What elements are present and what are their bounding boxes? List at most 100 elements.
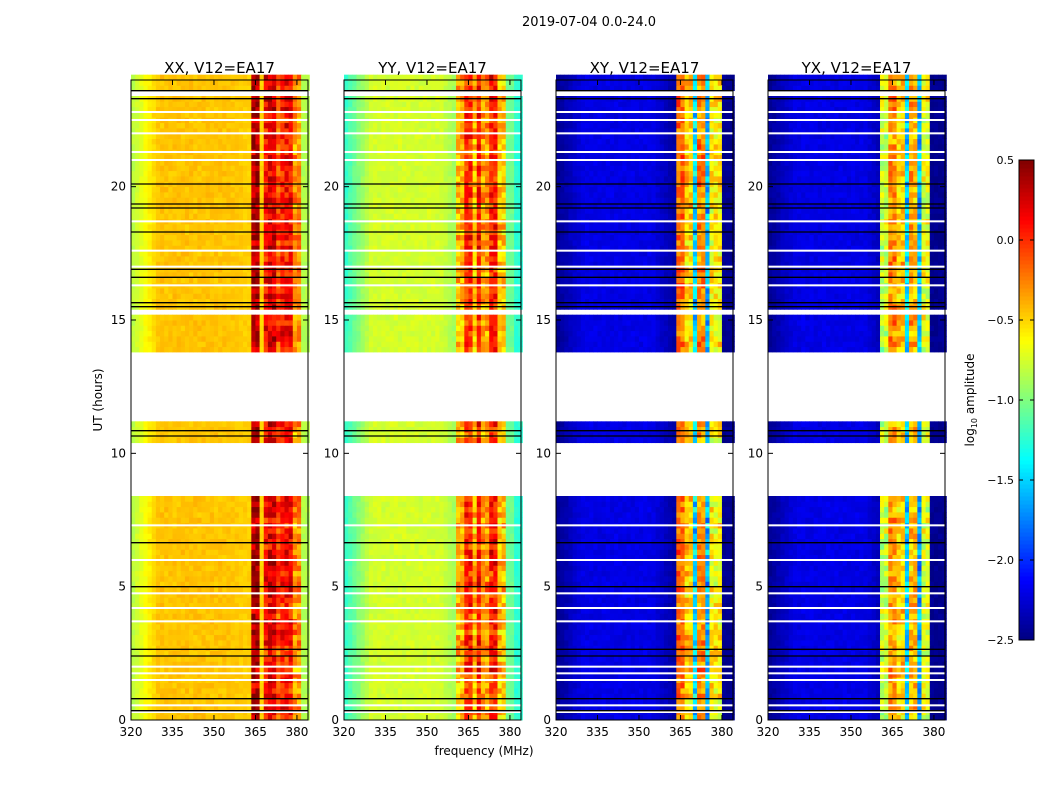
heatmap-cell — [280, 624, 285, 630]
heatmap-cell — [205, 432, 211, 438]
heatmap-cell — [288, 549, 294, 556]
heatmap-cell — [230, 629, 236, 636]
heatmap-cell — [193, 277, 198, 284]
heatmap-cell — [251, 704, 256, 710]
heatmap-cell — [218, 112, 223, 118]
heatmap-cell — [263, 298, 269, 305]
heatmap-cell — [160, 432, 165, 438]
heatmap-cell — [288, 538, 294, 545]
heatmap-cell — [226, 437, 231, 444]
heatmap-cell — [201, 640, 207, 646]
heatmap-cell — [164, 426, 169, 433]
heatmap-cell — [147, 602, 153, 609]
heatmap-cell — [296, 645, 302, 652]
heatmap-cell — [164, 437, 169, 444]
heatmap-cell — [243, 597, 248, 604]
heatmap-cell — [426, 634, 432, 641]
heatmap-cell — [222, 586, 227, 593]
heatmap-cell — [267, 202, 273, 209]
heatmap-cell — [147, 693, 153, 700]
heatmap-cell — [147, 560, 153, 566]
heatmap-cell — [222, 240, 227, 246]
heatmap-cell — [193, 101, 198, 108]
heatmap-cell — [276, 602, 281, 609]
heatmap-cell — [164, 693, 169, 700]
heatmap-cell — [131, 682, 136, 689]
heatmap-cell — [160, 213, 165, 220]
heatmap-cell — [205, 298, 211, 305]
heatmap-cell — [172, 592, 178, 598]
heatmap-cell — [243, 693, 248, 700]
heatmap-cell — [180, 613, 186, 620]
heatmap-cell — [267, 634, 273, 641]
heatmap-cell — [147, 570, 153, 577]
heatmap-cell — [288, 325, 294, 332]
heatmap-cell — [226, 613, 231, 620]
heatmap-cell — [218, 576, 223, 582]
heatmap-cell — [284, 197, 290, 204]
heatmap-cell — [155, 277, 161, 284]
heatmap-cell — [377, 714, 382, 721]
heatmap-cell — [259, 592, 265, 598]
heatmap-cell — [292, 688, 298, 694]
heatmap-cell — [238, 570, 244, 577]
heatmap-cell — [247, 261, 252, 268]
heatmap-cell — [443, 656, 449, 662]
heatmap-cell — [218, 661, 223, 668]
heatmap-cell — [422, 693, 428, 700]
heatmap-cell — [272, 288, 277, 294]
heatmap-cell — [226, 256, 231, 262]
heatmap-cell — [193, 570, 198, 577]
heatmap-cell — [451, 704, 457, 710]
heatmap-cell — [364, 688, 370, 694]
heatmap-cell — [222, 512, 227, 518]
heatmap-cell — [230, 240, 236, 246]
heatmap-cell — [131, 528, 136, 534]
heatmap-cell — [197, 240, 202, 246]
heatmap-cell — [460, 629, 465, 636]
heatmap-cell — [139, 544, 144, 550]
heatmap-cell — [193, 432, 198, 438]
heatmap-cell — [385, 693, 391, 700]
heatmap-cell — [280, 288, 285, 294]
heatmap-cell — [426, 688, 432, 694]
heatmap-cell — [280, 240, 285, 246]
heatmap-cell — [301, 261, 306, 268]
heatmap-cell — [147, 240, 153, 246]
heatmap-cell — [344, 661, 349, 668]
heatmap-cell — [143, 165, 148, 172]
heatmap-cell — [234, 192, 240, 198]
heatmap-cell — [222, 128, 227, 134]
heatmap-cell — [230, 693, 236, 700]
heatmap-cell — [280, 213, 285, 220]
heatmap-cell — [155, 208, 161, 214]
heatmap-cell — [251, 506, 256, 513]
heatmap-cell — [189, 560, 194, 566]
suptitle: 2019-07-04 0.0-24.0 — [522, 15, 656, 30]
heatmap-cell — [501, 698, 507, 705]
heatmap-cell — [468, 698, 473, 705]
heatmap-cell — [172, 240, 178, 246]
heatmap-cell — [284, 208, 290, 214]
heatmap-cell — [259, 506, 265, 513]
heatmap-cell — [180, 80, 186, 86]
heatmap-cell — [222, 133, 227, 140]
heatmap-cell — [393, 682, 399, 689]
heatmap-cell — [284, 597, 290, 604]
heatmap-cell — [292, 629, 298, 636]
heatmap-cell — [176, 698, 182, 705]
heatmap-cell — [201, 426, 207, 433]
heatmap-cell — [193, 314, 198, 321]
y-tick-label: 10 — [111, 446, 126, 460]
heatmap-cell — [151, 650, 157, 657]
heatmap-cell — [176, 170, 182, 177]
heatmap-cell — [155, 250, 161, 257]
heatmap-cell — [288, 250, 294, 257]
heatmap-cell — [164, 640, 169, 646]
heatmap-cell — [296, 213, 302, 220]
heatmap-cell — [251, 421, 256, 428]
heatmap-cell — [255, 586, 260, 593]
heatmap-cell — [243, 325, 248, 332]
heatmap-cell — [263, 554, 269, 561]
heatmap-cell — [226, 576, 231, 582]
